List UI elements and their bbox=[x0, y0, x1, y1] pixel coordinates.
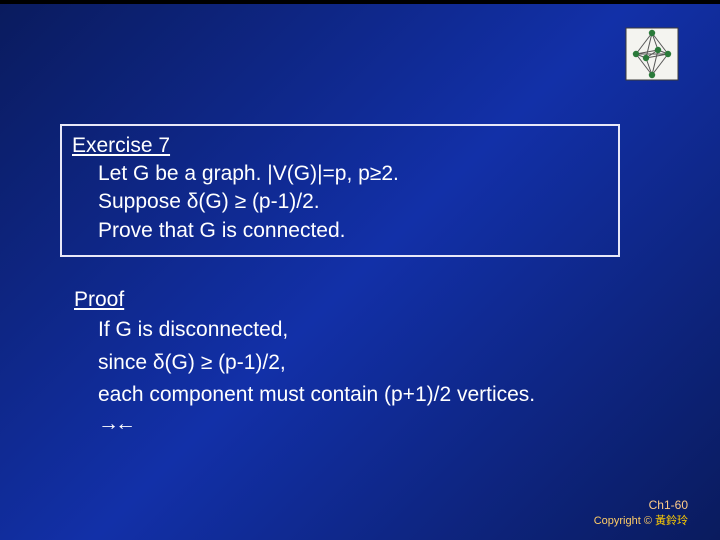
slide-background: Exercise 7 Let G be a graph. |V(G)|=p, p… bbox=[0, 0, 720, 540]
exercise-line-2: Suppose δ(G) ≥ (p-1)/2. bbox=[72, 188, 608, 216]
slide-footer: Ch1-60 Copyright © 黃鈴玲 bbox=[594, 498, 688, 528]
page-ref: Ch1-60 bbox=[594, 498, 688, 512]
proof-line-2: since δ(G) ≥ (p-1)/2, bbox=[64, 347, 684, 380]
copyright-prefix: Copyright © bbox=[594, 515, 655, 527]
proof-line-3: each component must contain (p+1)/2 vert… bbox=[64, 379, 684, 412]
corner-graph-logo bbox=[624, 26, 680, 82]
proof-block: Proof If G is disconnected, since δ(G) ≥… bbox=[64, 288, 684, 436]
proof-title: Proof bbox=[64, 288, 684, 312]
copyright-line: Copyright © 黃鈴玲 bbox=[594, 512, 688, 528]
exercise-line-3: Prove that G is connected. bbox=[72, 217, 608, 245]
contradiction-arrows: →← bbox=[64, 412, 684, 436]
proof-line-1: If G is disconnected, bbox=[64, 314, 684, 347]
exercise-title: Exercise 7 bbox=[72, 134, 608, 158]
copyright-name: 黃鈴玲 bbox=[655, 515, 688, 527]
exercise-line-1: Let G be a graph. |V(G)|=p, p≥2. bbox=[72, 160, 608, 188]
graph-icon bbox=[624, 26, 680, 82]
exercise-box: Exercise 7 Let G be a graph. |V(G)|=p, p… bbox=[60, 124, 620, 257]
